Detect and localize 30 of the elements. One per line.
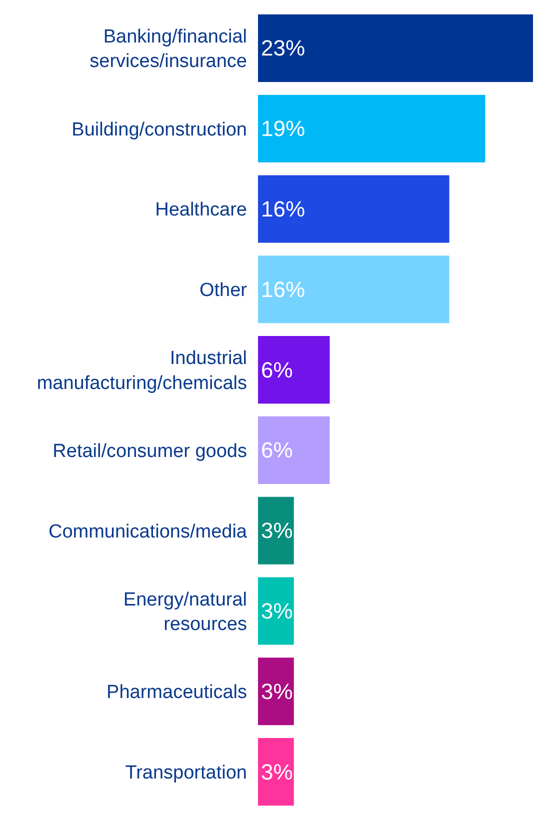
y-tick-label: Retail/consumer goods <box>52 440 247 462</box>
y-tick-label: Banking/financial services/insurance <box>90 26 247 72</box>
data-label: 6% <box>261 357 293 382</box>
data-label: 23% <box>261 36 306 61</box>
y-tick-label: Transportation <box>125 762 247 784</box>
bar <box>258 94 486 162</box>
data-label: 6% <box>261 438 293 463</box>
data-label: 3% <box>261 678 293 704</box>
data-label: 19% <box>261 116 306 142</box>
bar <box>258 738 294 806</box>
data-label: 16% <box>261 196 306 222</box>
bar <box>258 577 294 645</box>
bar <box>258 256 450 324</box>
bar <box>258 496 294 564</box>
y-tick-label: Energy/natural resources <box>123 589 247 635</box>
y-tick-label: Healthcare <box>155 200 247 221</box>
bar <box>258 336 330 404</box>
y-tick-label: Building/construction <box>72 119 247 140</box>
data-label: 3% <box>261 518 293 544</box>
y-tick-label: Communications/media <box>48 521 248 542</box>
bar <box>258 175 450 243</box>
data-label: 3% <box>261 598 293 624</box>
y-tick-label: Pharmaceuticals <box>106 682 247 704</box>
y-tick-label: Other <box>199 280 248 302</box>
data-label: 3% <box>261 759 293 784</box>
bar <box>258 14 533 82</box>
y-tick-label: Industrial manufacturing/chemicals <box>36 348 247 394</box>
data-label: 16% <box>261 276 306 302</box>
bar <box>258 658 294 726</box>
bar <box>258 416 330 484</box>
